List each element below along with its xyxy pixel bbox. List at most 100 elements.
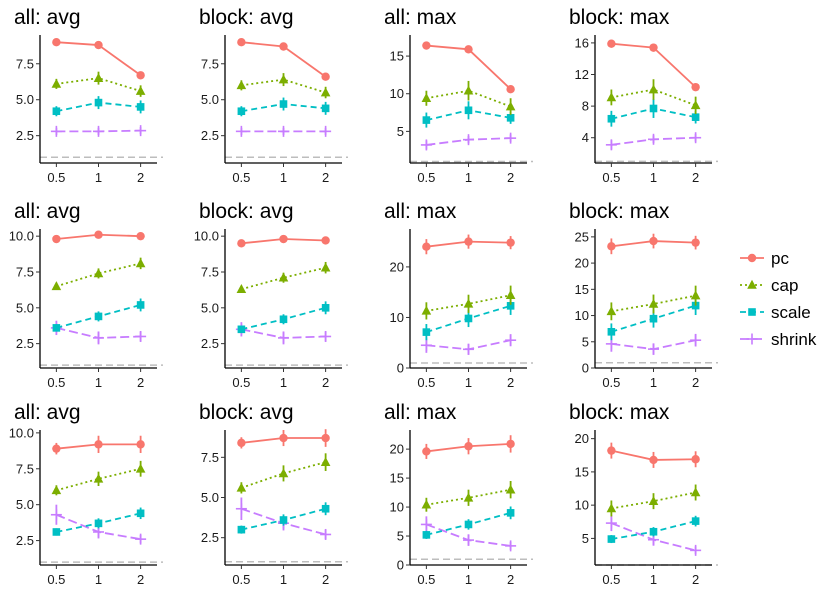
data-point xyxy=(51,281,62,291)
legend-item-cap: cap xyxy=(740,276,798,295)
data-point xyxy=(422,328,431,336)
series-shrink xyxy=(420,516,517,552)
series-cap xyxy=(606,79,701,115)
data-point xyxy=(420,518,432,530)
panel-title: block: avg xyxy=(199,401,294,424)
x-tick-label: 0.5 xyxy=(602,170,620,185)
data-point xyxy=(321,72,330,81)
y-tick-label: 2.5 xyxy=(201,128,219,143)
series-scale xyxy=(607,515,700,544)
data-point xyxy=(690,100,701,110)
data-point xyxy=(320,262,331,272)
y-tick-label: 7.5 xyxy=(201,56,219,71)
data-point xyxy=(505,484,516,494)
data-point xyxy=(607,328,616,336)
data-point xyxy=(93,332,104,344)
panel-title: block: avg xyxy=(199,200,294,223)
data-point xyxy=(464,45,473,54)
data-point xyxy=(236,80,247,90)
series-line xyxy=(611,294,696,313)
series-pc xyxy=(237,429,330,449)
series-scale xyxy=(422,101,515,128)
y-tick-label: 7.5 xyxy=(201,264,219,279)
data-point xyxy=(606,306,617,316)
series-shrink xyxy=(235,322,332,345)
data-point xyxy=(136,301,145,309)
y-tick-label: 20 xyxy=(575,256,589,271)
data-point xyxy=(237,525,246,534)
series-scale xyxy=(52,96,145,117)
data-point xyxy=(607,446,616,455)
data-point xyxy=(606,92,617,102)
y-tick-label: 0 xyxy=(397,558,404,573)
legend-label: scale xyxy=(771,303,811,322)
series-cap xyxy=(236,453,331,494)
data-point xyxy=(506,114,515,122)
y-tick-label: 2.5 xyxy=(201,530,219,545)
data-point xyxy=(279,315,288,324)
data-point xyxy=(321,504,330,513)
y-tick-label: 0 xyxy=(582,361,589,376)
data-point xyxy=(93,125,104,137)
series-scale xyxy=(52,298,145,332)
data-point xyxy=(691,238,700,247)
data-point xyxy=(422,242,431,251)
data-point xyxy=(94,230,103,239)
y-tick-label: 10.0 xyxy=(9,425,34,440)
series-shrink xyxy=(420,132,517,151)
series-cap xyxy=(421,80,516,115)
data-point xyxy=(463,534,474,546)
series-shrink xyxy=(50,320,147,345)
y-tick-label: 7.5 xyxy=(16,461,34,476)
data-point xyxy=(607,535,616,543)
panel-title: all: max xyxy=(384,6,457,29)
data-point xyxy=(506,238,515,247)
panel-10: block: avg 2.5 5.0 7.5 0.5 1 2 xyxy=(199,401,348,587)
series-scale xyxy=(237,502,330,534)
data-point xyxy=(691,113,700,121)
panel-2: block: avg 2.5 5.0 7.5 0.5 1 2 xyxy=(199,6,348,185)
data-point xyxy=(649,104,658,113)
panel-title: all: max xyxy=(384,200,457,223)
series-pc xyxy=(607,233,700,255)
y-tick-label: 5.0 xyxy=(201,300,219,315)
data-point xyxy=(421,305,432,315)
data-point xyxy=(691,455,700,464)
series-line xyxy=(56,77,141,92)
data-point xyxy=(237,107,246,116)
y-tick-label: 5 xyxy=(582,531,589,546)
legend-label: cap xyxy=(771,276,798,295)
series-scale xyxy=(237,97,330,117)
data-point xyxy=(606,503,617,513)
legend-item-shrink: shrink xyxy=(740,330,817,349)
series-cap xyxy=(421,285,516,320)
series-shrink xyxy=(235,125,332,137)
series-pc xyxy=(237,37,330,81)
x-tick-label: 2 xyxy=(507,170,514,185)
data-point xyxy=(237,438,246,448)
y-tick-label: 20 xyxy=(390,442,404,457)
panel-title: all: avg xyxy=(14,401,81,424)
x-tick-label: 2 xyxy=(137,170,144,185)
y-tick-label: 25 xyxy=(575,229,589,244)
data-point xyxy=(506,509,515,517)
data-point xyxy=(135,258,146,268)
data-point xyxy=(506,302,515,310)
data-point xyxy=(421,499,432,509)
data-point xyxy=(237,325,246,334)
data-point xyxy=(320,330,332,342)
x-tick-label: 2 xyxy=(137,375,144,390)
y-tick-label: 2.5 xyxy=(16,336,34,351)
data-point xyxy=(135,463,146,473)
legend-key-marker xyxy=(747,279,757,289)
y-tick-label: 7.5 xyxy=(16,56,34,71)
y-tick-label: 5 xyxy=(397,529,404,544)
panel-title: block: max xyxy=(569,6,670,29)
x-tick-label: 1 xyxy=(95,375,102,390)
panel-7: all: max 0 10 20 0.5 1 2 xyxy=(384,200,533,390)
data-point xyxy=(463,343,474,355)
data-point xyxy=(279,42,288,51)
data-point xyxy=(690,334,702,346)
data-point xyxy=(236,482,247,492)
